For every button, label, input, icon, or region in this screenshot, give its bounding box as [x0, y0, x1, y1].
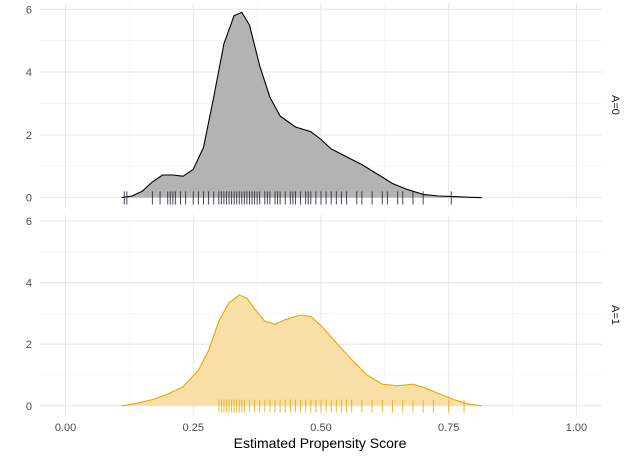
x-axis-ticks: 0.00 0.25 0.50 0.75 1.00 — [55, 422, 587, 434]
y-tick-label: 6 — [26, 216, 32, 228]
y-tick-label: 6 — [26, 4, 32, 16]
density-line-A=0 — [121, 11, 482, 199]
x-tick-label: 0.25 — [183, 422, 204, 434]
y-tick-label: 0 — [26, 193, 32, 205]
y-tick-label: 4 — [26, 278, 32, 290]
y-tick-label: 2 — [26, 130, 32, 142]
facet-label-A1: A=1 — [609, 305, 621, 325]
x-tick-label: 1.00 — [566, 422, 587, 434]
density-area-A=0 — [121, 12, 482, 198]
y-tick-label: 0 — [26, 401, 32, 413]
x-tick-label: 0.50 — [310, 422, 331, 434]
density-area-A=1 — [121, 295, 482, 406]
facet-panel-A1: 0 2 4 6 — [26, 215, 602, 415]
x-axis-label: Estimated Propensity Score — [234, 435, 407, 451]
facet-panel-A0: 0 2 4 6 — [26, 3, 602, 207]
y-tick-label: 2 — [26, 339, 32, 351]
x-tick-label: 0.00 — [55, 422, 76, 434]
density-line-A=1 — [121, 294, 482, 407]
y-tick-label: 4 — [26, 67, 32, 79]
x-tick-label: 0.75 — [438, 422, 459, 434]
facet-label-A0: A=0 — [609, 95, 621, 115]
